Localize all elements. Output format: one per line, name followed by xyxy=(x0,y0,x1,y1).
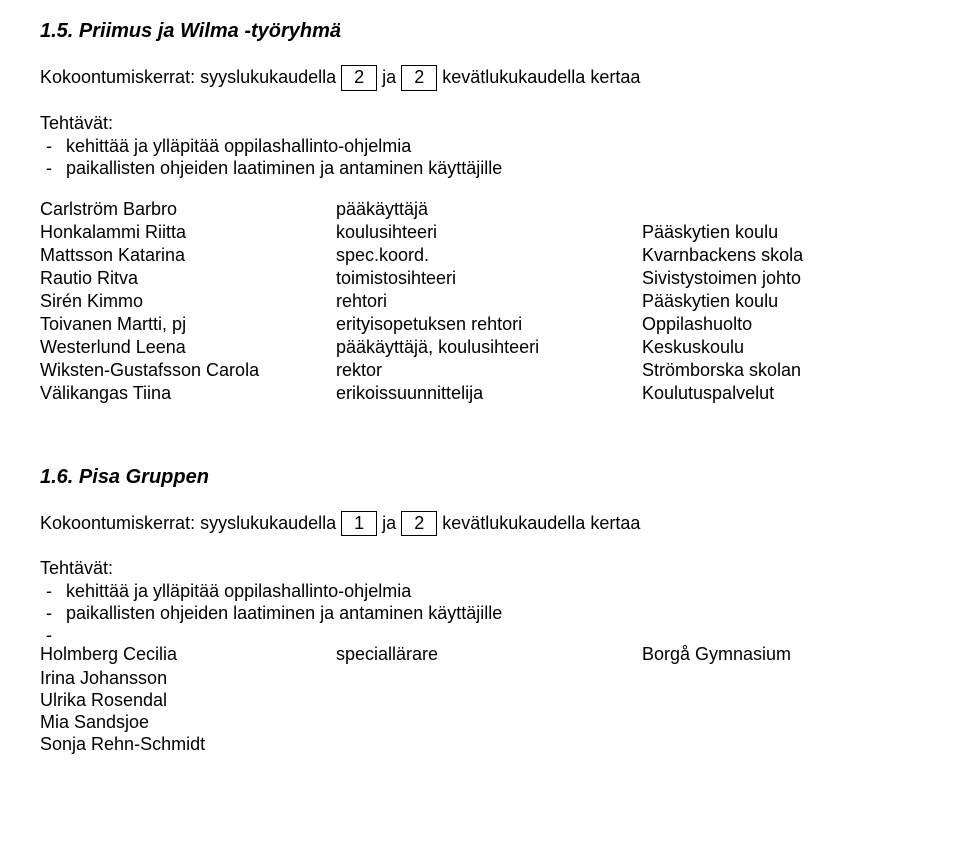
meeting-box-2: 2 xyxy=(401,65,437,91)
table-row: Holmberg Cecilia speciallärare Borgå Gym… xyxy=(40,644,920,667)
section1-meeting-line: Kokoontumiskerrat: syyslukukaudella 2 ja… xyxy=(40,65,920,91)
member-name: Carlström Barbro xyxy=(40,199,336,222)
member-org: Koulutuspalvelut xyxy=(642,383,920,406)
table-row: Carlström Barbro pääkäyttäjä xyxy=(40,199,920,222)
table-row: Toivanen Martti, pj erityisopetuksen reh… xyxy=(40,314,920,337)
section-1-5-heading: 1.5. Priimus ja Wilma -työryhmä xyxy=(40,20,920,43)
tasks-label: Tehtävät: xyxy=(40,113,920,134)
member-name: Sirén Kimmo xyxy=(40,291,336,314)
table-row: Rautio Ritva toimistosihteeri Sivistysto… xyxy=(40,268,920,291)
meeting-prefix: Kokoontumiskerrat: syyslukukaudella xyxy=(40,67,336,87)
member-org: Oppilashuolto xyxy=(642,314,920,337)
list-item: Ulrika Rosendal xyxy=(40,690,920,711)
table-row: Westerlund Leena pääkäyttäjä, koulusihte… xyxy=(40,337,920,360)
task-item: paikallisten ohjeiden laatiminen ja anta… xyxy=(66,603,920,624)
member-role: erityisopetuksen rehtori xyxy=(336,314,642,337)
member-role: spec.koord. xyxy=(336,245,642,268)
list-item: Irina Johansson xyxy=(40,668,920,689)
section2-meeting-line: Kokoontumiskerrat: syyslukukaudella 1 ja… xyxy=(40,511,920,537)
member-role: rektor xyxy=(336,360,642,383)
task-item: kehittää ja ylläpitää oppilashallinto-oh… xyxy=(66,136,920,157)
tasks-label: Tehtävät: xyxy=(40,558,920,579)
meeting-mid: ja xyxy=(382,67,396,87)
meeting-box-1: 1 xyxy=(341,511,377,537)
meeting-suffix: kevätlukukaudella kertaa xyxy=(442,513,640,533)
member-org: Keskuskoulu xyxy=(642,337,920,360)
table-row: Välikangas Tiina erikoissuunnittelija Ko… xyxy=(40,383,920,406)
member-role: rehtori xyxy=(336,291,642,314)
members-simple-list: Irina Johansson Ulrika Rosendal Mia Sand… xyxy=(40,668,920,755)
task-item: kehittää ja ylläpitää oppilashallinto-oh… xyxy=(66,581,920,602)
member-org: Borgå Gymnasium xyxy=(642,644,920,667)
member-name: Honkalammi Riitta xyxy=(40,222,336,245)
table-row: Honkalammi Riitta koulusihteeri Pääskyti… xyxy=(40,222,920,245)
tasks-list-2: kehittää ja ylläpitää oppilashallinto-oh… xyxy=(40,581,920,624)
section-1-6-heading: 1.6. Pisa Gruppen xyxy=(40,466,920,489)
member-role: speciallärare xyxy=(336,644,642,667)
member-name: Rautio Ritva xyxy=(40,268,336,291)
meeting-prefix: Kokoontumiskerrat: syyslukukaudella xyxy=(40,513,336,533)
member-org xyxy=(642,199,920,222)
member-name: Mattsson Katarina xyxy=(40,245,336,268)
member-role: toimistosihteeri xyxy=(336,268,642,291)
member-role: koulusihteeri xyxy=(336,222,642,245)
list-item: Sonja Rehn-Schmidt xyxy=(40,734,920,755)
member-org: Pääskytien koulu xyxy=(642,291,920,314)
meeting-mid: ja xyxy=(382,513,396,533)
member-role: pääkäyttäjä xyxy=(336,199,642,222)
member-name: Välikangas Tiina xyxy=(40,383,336,406)
member-org: Pääskytien koulu xyxy=(642,222,920,245)
member-role: pääkäyttäjä, koulusihteeri xyxy=(336,337,642,360)
members-table-2: Holmberg Cecilia speciallärare Borgå Gym… xyxy=(40,644,920,667)
member-org: Strömborska skolan xyxy=(642,360,920,383)
member-org: Sivistystoimen johto xyxy=(642,268,920,291)
tasks-list-1: kehittää ja ylläpitää oppilashallinto-oh… xyxy=(40,136,920,179)
table-row: Wiksten-Gustafsson Carola rektor Strömbo… xyxy=(40,360,920,383)
member-name: Wiksten-Gustafsson Carola xyxy=(40,360,336,383)
list-item: Mia Sandsjoe xyxy=(40,712,920,733)
table-row: Sirén Kimmo rehtori Pääskytien koulu xyxy=(40,291,920,314)
member-name: Toivanen Martti, pj xyxy=(40,314,336,337)
table-row: Mattsson Katarina spec.koord. Kvarnbacke… xyxy=(40,245,920,268)
member-role: erikoissuunnittelija xyxy=(336,383,642,406)
meeting-box-2: 2 xyxy=(401,511,437,537)
members-table-1: Carlström Barbro pääkäyttäjä Honkalammi … xyxy=(40,199,920,406)
member-name: Holmberg Cecilia xyxy=(40,644,336,667)
meeting-suffix: kevätlukukaudella kertaa xyxy=(442,67,640,87)
member-name: Westerlund Leena xyxy=(40,337,336,360)
meeting-box-1: 2 xyxy=(341,65,377,91)
member-org: Kvarnbackens skola xyxy=(642,245,920,268)
task-item: paikallisten ohjeiden laatiminen ja anta… xyxy=(66,158,920,179)
